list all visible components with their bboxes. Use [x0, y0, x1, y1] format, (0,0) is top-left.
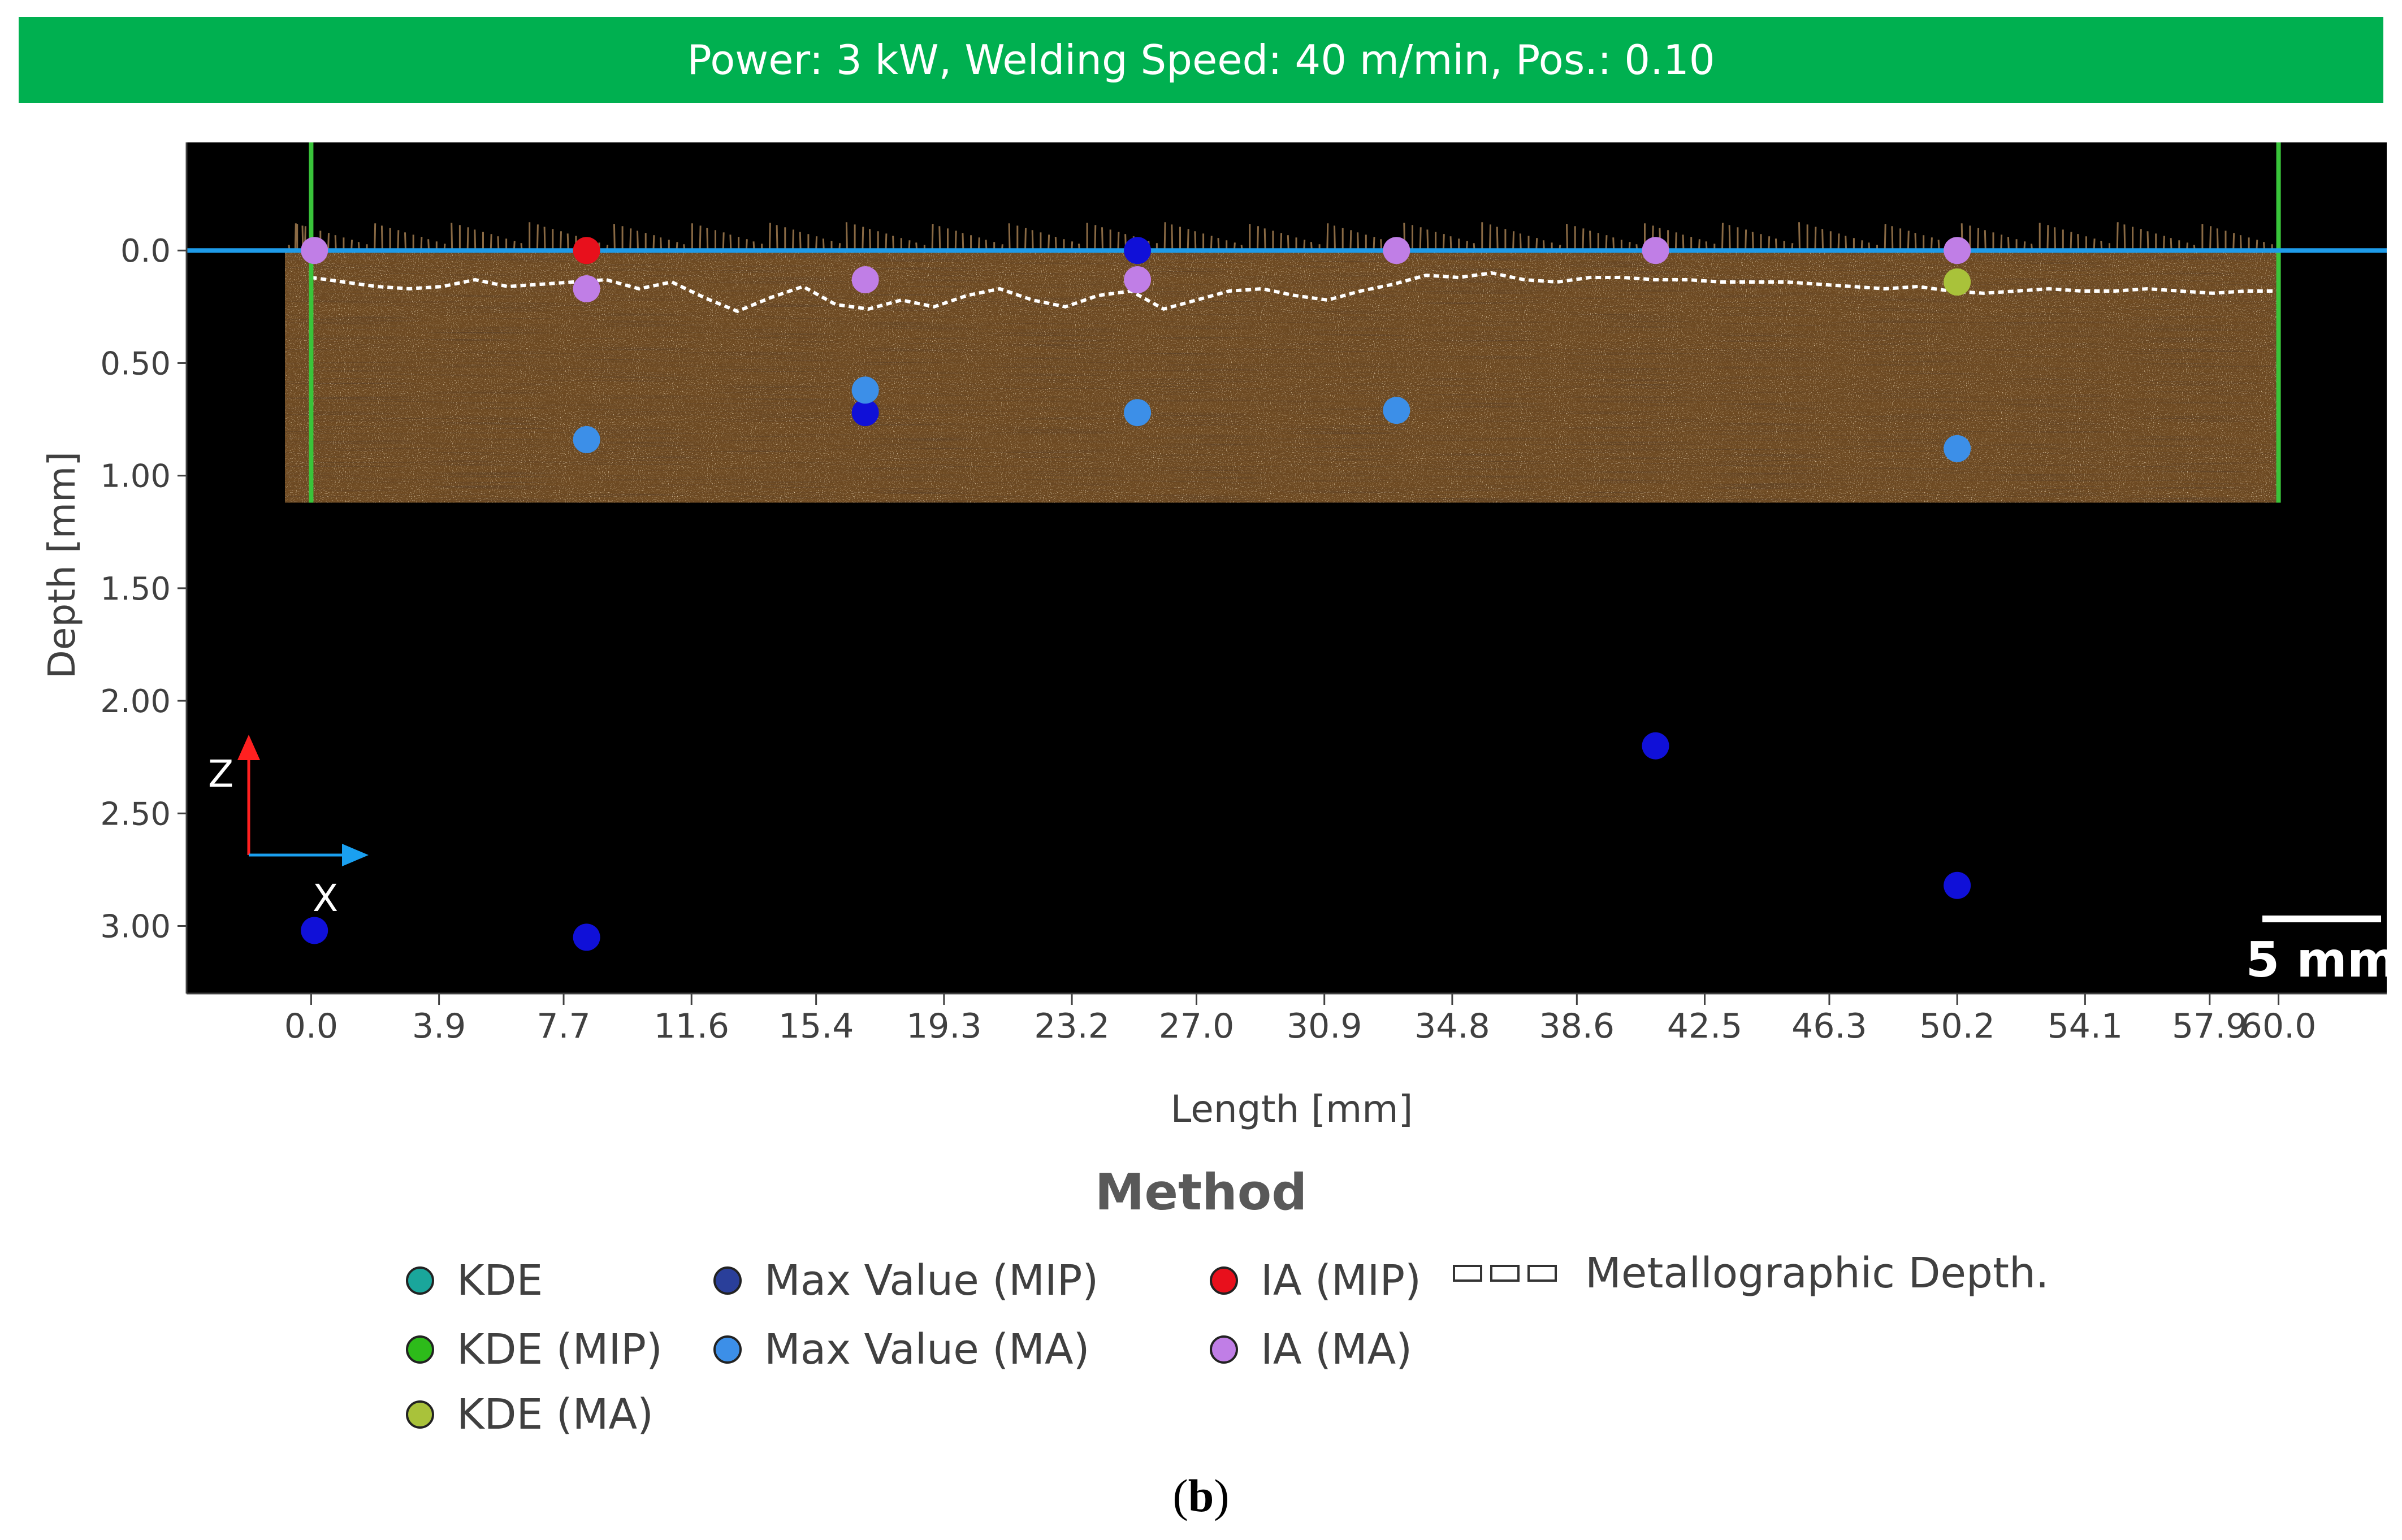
y-tick-label: 3.00 — [100, 908, 171, 945]
x-tick-label: 57.9 — [2172, 1007, 2248, 1046]
caption-label: b — [1188, 1470, 1214, 1521]
data-point — [301, 917, 328, 944]
legend-item: Metallographic Depth. — [1453, 1249, 2049, 1298]
data-point — [1642, 237, 1669, 264]
legend-title: Method — [1094, 1163, 1308, 1221]
data-point — [573, 923, 600, 951]
legend-label: Max Value (MA) — [764, 1325, 1090, 1374]
y-tick-label: 0.0 — [120, 233, 171, 270]
plot-area: 5 mm — [187, 142, 2398, 994]
legend-marker-icon — [406, 1400, 434, 1429]
data-point — [1642, 732, 1669, 760]
x-tick-label: 19.3 — [906, 1007, 982, 1046]
data-point — [1383, 237, 1410, 264]
legend-label: KDE (MIP) — [457, 1325, 663, 1374]
data-point — [1124, 399, 1152, 427]
legend-marker-icon — [406, 1335, 434, 1364]
x-tick-label: 50.2 — [1919, 1007, 1995, 1046]
legend-label: Metallographic Depth. — [1585, 1249, 2049, 1298]
y-tick-label: 1.00 — [100, 458, 171, 495]
x-tick-label: 38.6 — [1539, 1007, 1615, 1046]
legend-label: IA (MA) — [1261, 1325, 1413, 1374]
figure-caption: (b) — [1172, 1470, 1230, 1521]
x-tick-label: 11.6 — [653, 1007, 729, 1046]
x-arrow-head — [342, 844, 369, 866]
x-tick-label: 0.0 — [284, 1007, 338, 1046]
x-tick-label: 30.9 — [1287, 1007, 1362, 1046]
x-tick-label: 15.4 — [778, 1007, 854, 1046]
x-tick-label: 7.7 — [536, 1007, 590, 1046]
legend-item: Max Value (MA) — [713, 1325, 1089, 1374]
data-point — [851, 399, 879, 427]
legend-item: Max Value (MIP) — [713, 1256, 1098, 1305]
legend-marker-icon — [406, 1266, 434, 1295]
x-tick-label: 27.0 — [1159, 1007, 1235, 1046]
legend-item: IA (MA) — [1210, 1325, 1412, 1374]
x-tick-label: 3.9 — [412, 1007, 466, 1046]
z-arrow-head — [237, 735, 260, 760]
x-tick-label: 42.5 — [1667, 1007, 1743, 1046]
legend-item: KDE — [406, 1256, 543, 1305]
legend-label: KDE (MA) — [457, 1390, 653, 1439]
data-point — [573, 426, 600, 453]
data-point — [851, 266, 879, 294]
x-tick-label: 60.0 — [2241, 1007, 2317, 1046]
y-tick-label: 2.50 — [100, 796, 171, 832]
x-tick-label: 34.8 — [1414, 1007, 1490, 1046]
legend-marker-icon — [713, 1335, 742, 1364]
x-tick-label: 46.3 — [1791, 1007, 1867, 1046]
legend-label: KDE — [457, 1256, 543, 1305]
legend-marker-icon — [1210, 1335, 1238, 1364]
data-point — [1124, 237, 1152, 264]
legend-item: KDE (MIP) — [406, 1325, 663, 1374]
data-point — [1944, 435, 1971, 462]
x-axis-glyph-label: X — [313, 877, 338, 920]
scale-bar-label: 5 mm — [2245, 932, 2397, 988]
data-point — [573, 275, 600, 302]
x-axis-label: Length [mm] — [1171, 1087, 1413, 1131]
axis-glyph: ZX — [208, 735, 369, 920]
y-tick-label: 2.00 — [100, 683, 171, 720]
data-point — [1944, 237, 1971, 264]
sample-image — [285, 222, 2279, 503]
data-point — [851, 376, 879, 404]
data-point — [1944, 268, 1971, 296]
dashed-line-icon — [1453, 1265, 1557, 1282]
data-point — [1944, 871, 1971, 899]
y-tick-label: 1.50 — [100, 571, 171, 608]
legend-label: IA (MIP) — [1261, 1256, 1422, 1305]
data-point — [301, 237, 328, 264]
x-tick-label: 23.2 — [1034, 1007, 1110, 1046]
chart-title: Power: 3 kW, Welding Speed: 40 m/min, Po… — [687, 36, 1715, 84]
legend-label: Max Value (MIP) — [764, 1256, 1099, 1305]
x-tick-label: 54.1 — [2048, 1007, 2123, 1046]
data-point — [1124, 266, 1152, 294]
data-point — [573, 237, 600, 264]
y-tick-label: 0.50 — [100, 345, 171, 382]
legend-marker-icon — [713, 1266, 742, 1295]
title-banner: Power: 3 kW, Welding Speed: 40 m/min, Po… — [19, 17, 2383, 103]
legend-item: IA (MIP) — [1210, 1256, 1421, 1305]
legend-item: KDE (MA) — [406, 1390, 653, 1439]
y-axis-label: Depth [mm] — [40, 452, 84, 679]
data-point — [1383, 397, 1410, 424]
legend-marker-icon — [1210, 1266, 1238, 1295]
axes: 0.0 3.9 7.7 11.6 15.4 19.3 23.2 27.0 30.9 34.8 38.… — [40, 142, 2387, 1131]
z-axis-glyph-label: Z — [208, 752, 233, 796]
